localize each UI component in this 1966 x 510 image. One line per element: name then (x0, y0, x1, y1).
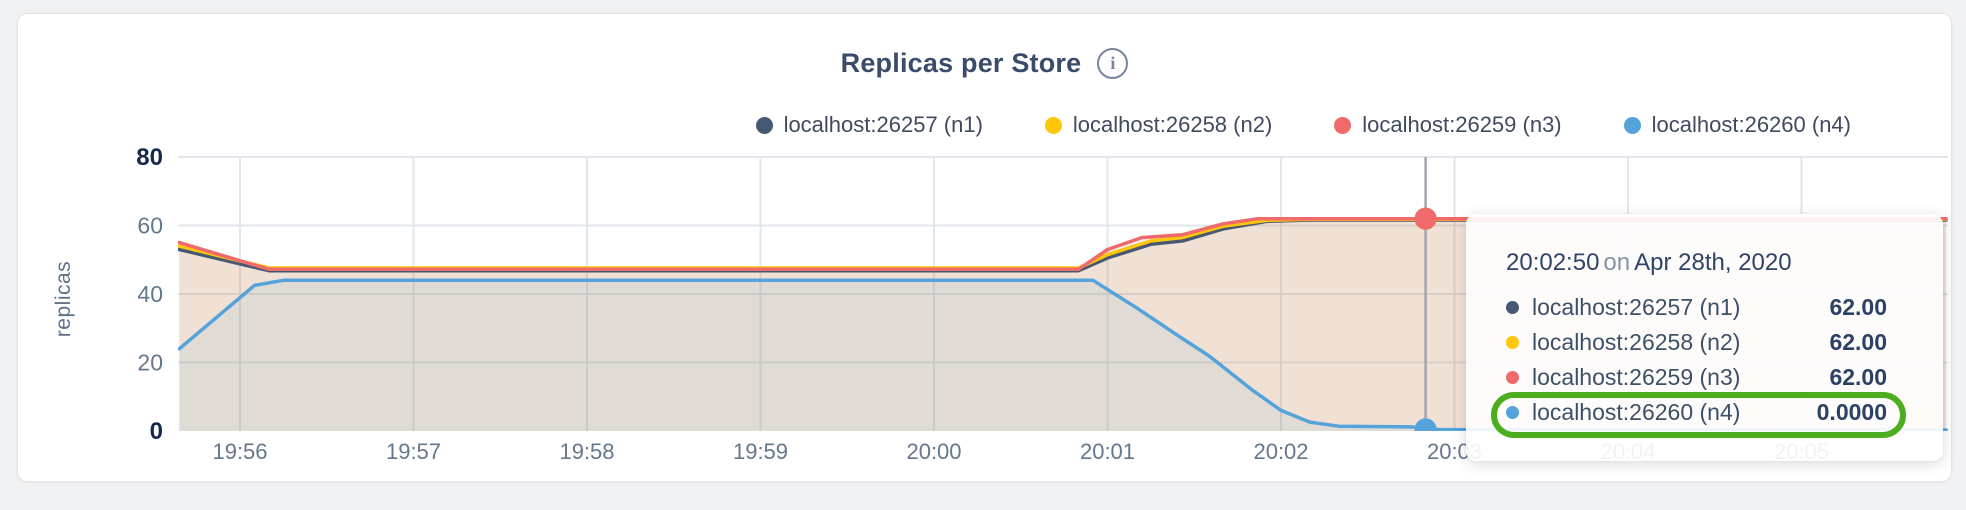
tooltip-label-n3: localhost:26259 (n3) (1532, 364, 1741, 390)
info-icon[interactable]: i (1097, 48, 1129, 79)
tooltip-row-n2: localhost:26258 (n2) 62.00 (1506, 325, 1887, 360)
tooltip-label-n2: localhost:26258 (n2) (1532, 329, 1741, 355)
page: { "header": { "title": "Replicas per Sto… (17, 13, 1952, 482)
chart-legend: localhost:26257 (n1) localhost:26258 (n2… (755, 112, 1851, 138)
legend-dot-n1-icon (755, 116, 773, 134)
tooltip-value-n3: 62.00 (1829, 364, 1887, 390)
tooltip-row-n1: localhost:26257 (n1) 62.00 (1506, 290, 1887, 325)
legend-label-n2: localhost:26258 (n2) (1072, 112, 1273, 137)
tooltip-timestamp: 20:02:50 on Apr 28th, 2020 (1506, 248, 1887, 278)
tooltip-label-n1: localhost:26257 (n1) (1532, 294, 1741, 320)
svg-text:19:59: 19:59 (733, 439, 788, 464)
svg-text:20:01: 20:01 (1080, 439, 1135, 464)
tooltip-value-n1: 62.00 (1829, 294, 1887, 320)
legend-item-n2[interactable]: localhost:26258 (n2) (1044, 112, 1273, 138)
legend-item-n3[interactable]: localhost:26259 (n3) (1334, 112, 1562, 138)
tooltip-row-n3: localhost:26259 (n3) 62.00 (1506, 360, 1887, 395)
chart-card: Replicas per Store i localhost:26257 (n1… (17, 13, 1952, 482)
svg-text:20:00: 20:00 (906, 439, 961, 464)
tooltip-label-n4: localhost:26260 (n4) (1532, 399, 1741, 425)
svg-text:60: 60 (137, 213, 163, 239)
svg-text:0: 0 (150, 418, 163, 445)
series-dot-n2-icon (1506, 336, 1519, 349)
tooltip-value-n2: 62.00 (1829, 329, 1887, 355)
series-dot-n3-icon (1506, 371, 1519, 384)
tooltip-time: 20:02:50 (1506, 249, 1600, 276)
svg-text:80: 80 (136, 144, 163, 171)
y-axis-title: replicas (52, 261, 75, 337)
svg-text:19:58: 19:58 (559, 439, 614, 464)
legend-dot-n4-icon (1623, 116, 1641, 134)
svg-text:19:57: 19:57 (386, 439, 441, 464)
legend-label-n1: localhost:26257 (n1) (783, 112, 983, 137)
legend-label-n4: localhost:26260 (n4) (1651, 112, 1851, 137)
chart-header: Replicas per Store i (18, 48, 1951, 79)
series-dot-n4-icon (1506, 406, 1519, 419)
legend-item-n4[interactable]: localhost:26260 (n4) (1623, 112, 1851, 138)
tooltip-on-word: on (1603, 249, 1631, 276)
svg-text:20: 20 (137, 350, 163, 376)
chart-tooltip: 20:02:50 on Apr 28th, 2020 localhost:26257… (1466, 214, 1943, 461)
svg-text:40: 40 (137, 281, 163, 307)
series-dot-n1-icon (1506, 301, 1519, 314)
legend-dot-n2-icon (1044, 116, 1062, 134)
svg-text:19:56: 19:56 (212, 439, 267, 464)
chart-title: Replicas per Store (840, 48, 1082, 78)
legend-item-n1[interactable]: localhost:26257 (n1) (755, 112, 983, 138)
hover-dots (1414, 207, 1437, 431)
y-axis-labels: 0 20 40 60 80 (136, 144, 163, 445)
tooltip-date: Apr 28th, 2020 (1634, 249, 1792, 276)
tooltip-row-n4: localhost:26260 (n4) 0.0000 (1506, 395, 1887, 430)
series-lines (178, 216, 1948, 431)
svg-text:20:02: 20:02 (1253, 439, 1308, 464)
tooltip-value-n4: 0.0000 (1816, 399, 1887, 425)
legend-dot-n3-icon (1334, 116, 1352, 134)
legend-label-n3: localhost:26259 (n3) (1362, 112, 1562, 137)
